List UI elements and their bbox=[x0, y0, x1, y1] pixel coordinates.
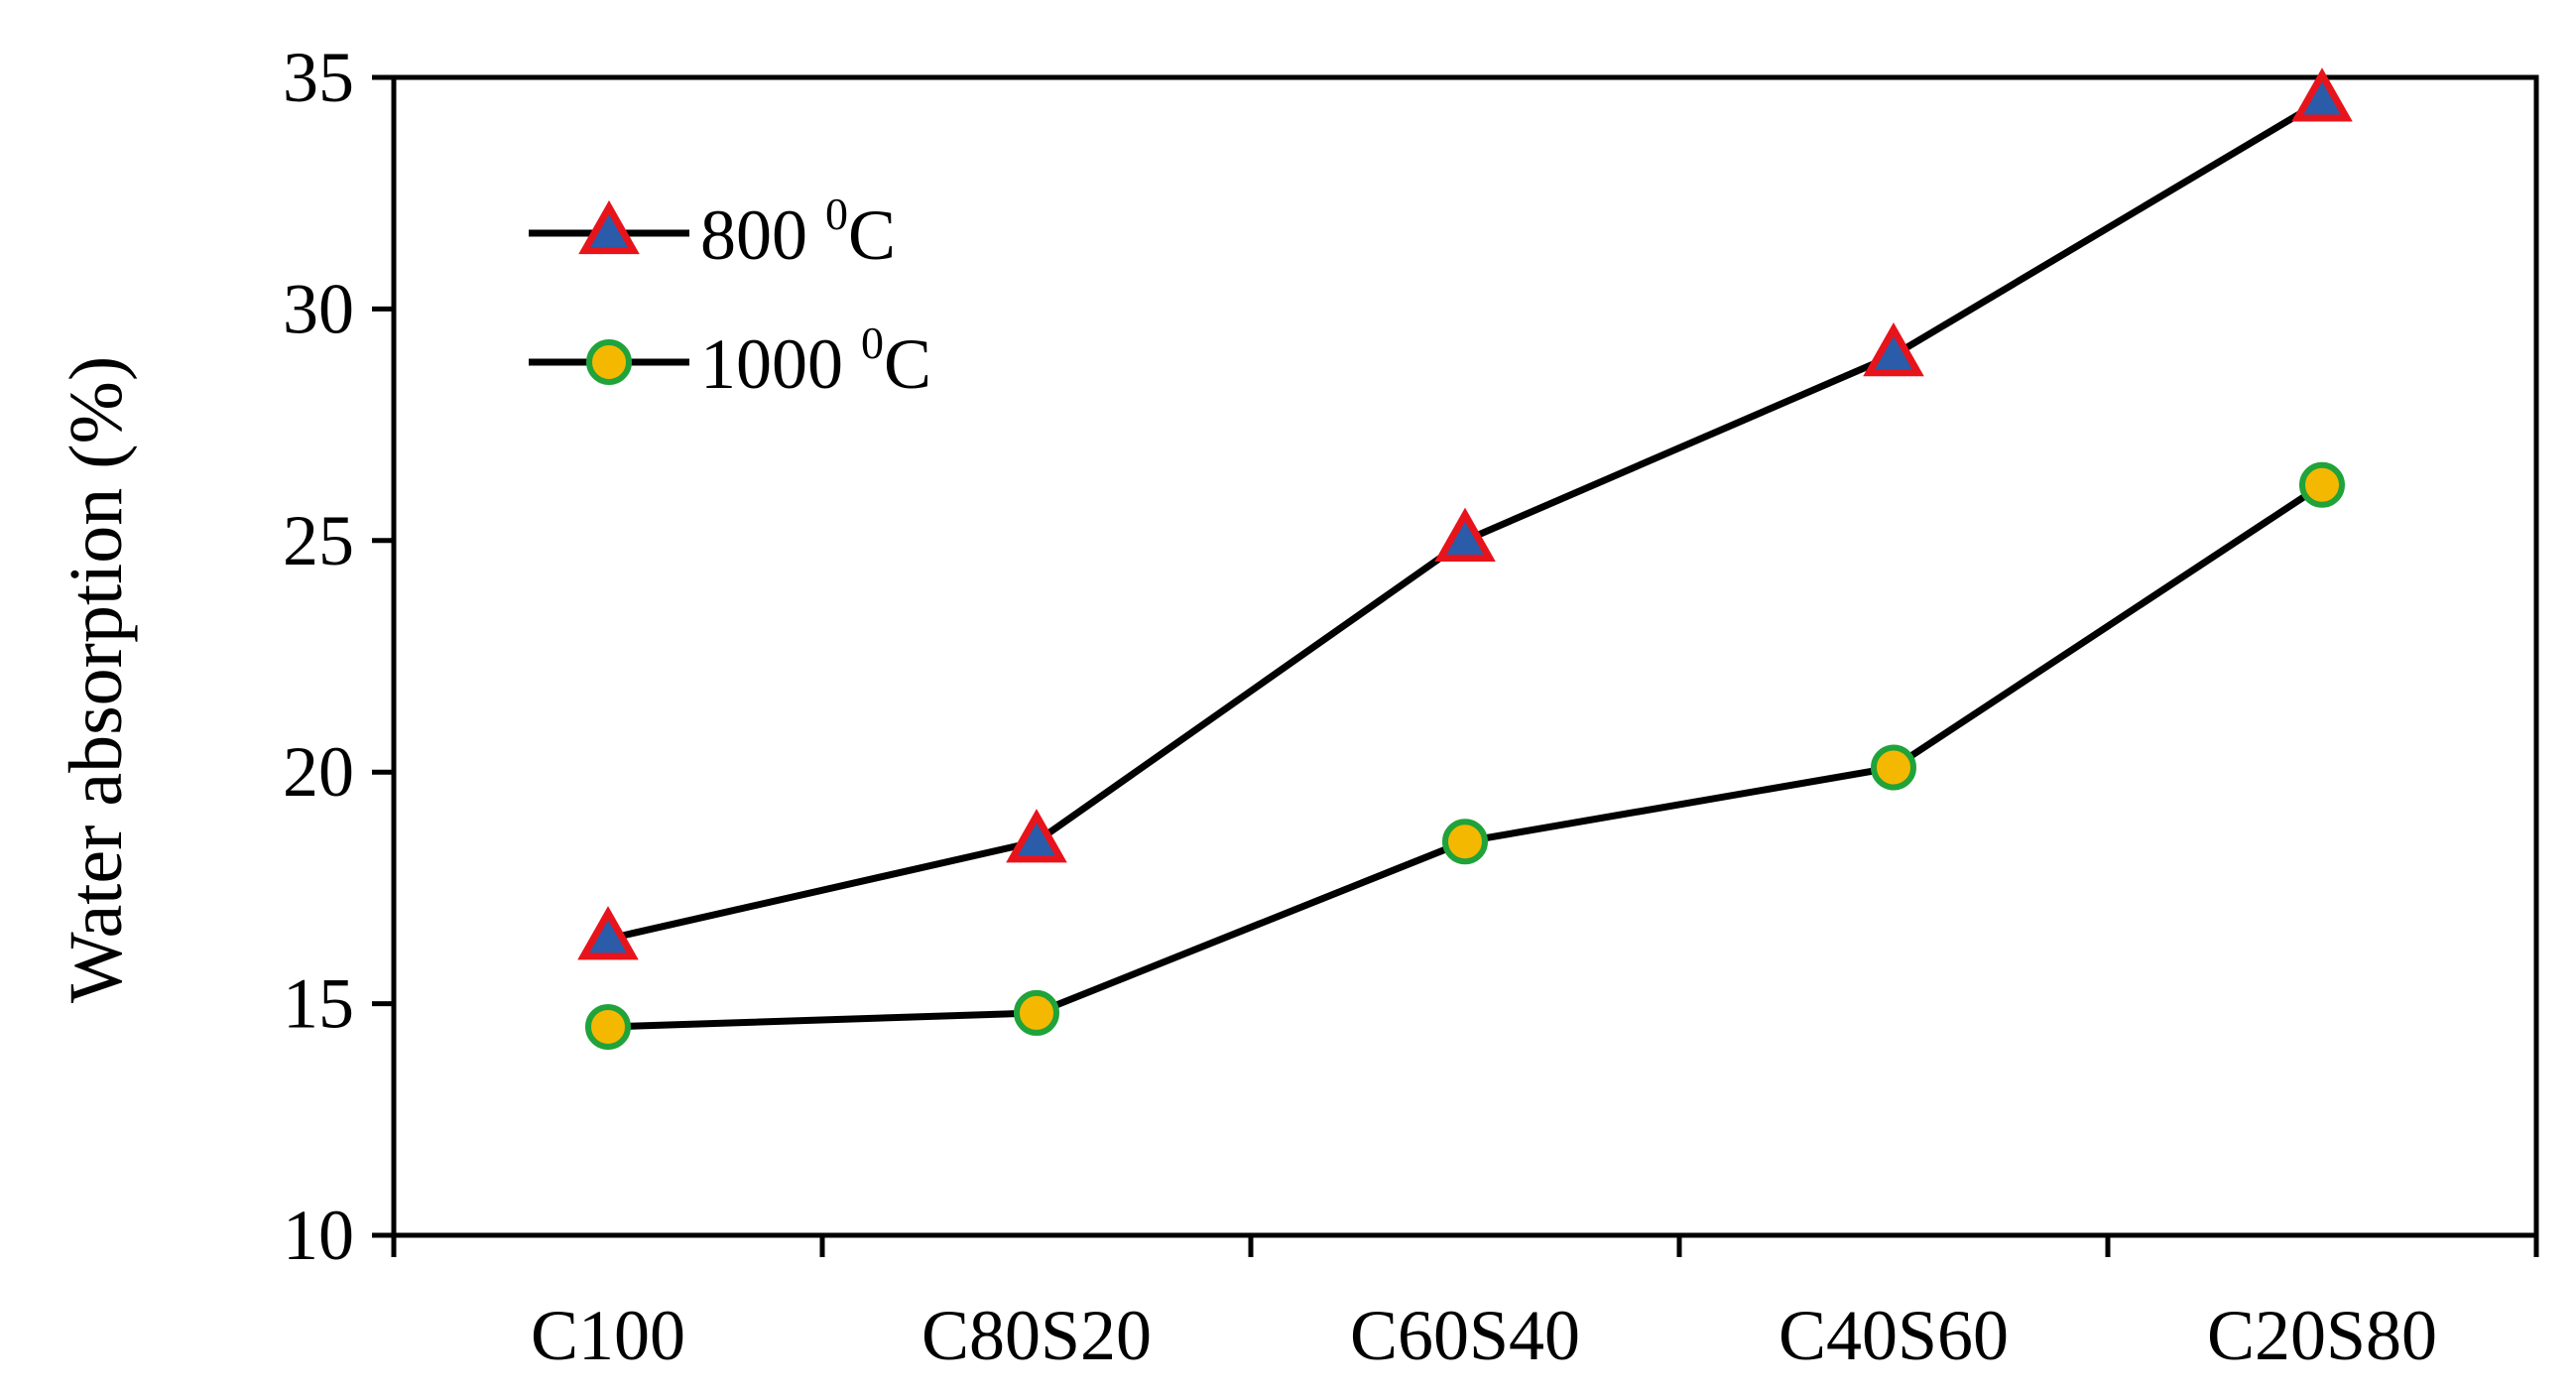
y-tick-label: 10 bbox=[283, 1196, 354, 1275]
y-axis-title: Water absorption (%) bbox=[55, 356, 138, 1003]
x-tick-label: C20S80 bbox=[2207, 1296, 2437, 1375]
y-tick-label: 25 bbox=[283, 501, 354, 580]
x-tick-label: C80S20 bbox=[921, 1296, 1152, 1375]
y-tick-label: 35 bbox=[283, 38, 354, 117]
data-point-circle bbox=[1014, 989, 1059, 1036]
legend-label: 800 0C bbox=[700, 189, 896, 275]
legend-item: 1000 0C bbox=[529, 318, 931, 404]
legend-item: 800 0C bbox=[529, 189, 896, 275]
series-1000c bbox=[585, 461, 2345, 1050]
y-tick-label: 20 bbox=[283, 732, 354, 812]
series-800c bbox=[577, 67, 2353, 960]
plot-frame bbox=[391, 74, 2539, 1238]
x-tick-label: C40S60 bbox=[1779, 1296, 2009, 1375]
data-point-triangle bbox=[2291, 67, 2353, 122]
data-point-triangle bbox=[1863, 321, 1924, 377]
y-axis: 10 15 20 25 30 35 bbox=[283, 38, 394, 1275]
y-tick-label: 30 bbox=[283, 269, 354, 348]
data-point-triangle bbox=[1006, 809, 1067, 863]
y-tick-label: 15 bbox=[283, 964, 354, 1044]
plot-border bbox=[391, 74, 2539, 1238]
x-axis: C100 C80S20 C60S40 C40S60 C20S80 bbox=[391, 1235, 2539, 1375]
x-tick-label: C100 bbox=[531, 1296, 685, 1375]
legend-label: 1000 0C bbox=[700, 318, 931, 404]
data-point-triangle bbox=[577, 906, 639, 960]
legend-marker-triangle bbox=[578, 199, 640, 255]
legend: 800 0C 1000 0C bbox=[529, 189, 931, 404]
data-point-circle bbox=[585, 1003, 631, 1050]
series-line bbox=[607, 481, 2324, 1031]
series-layer bbox=[577, 67, 2353, 1050]
legend-marker-circle bbox=[586, 339, 632, 385]
data-point-triangle bbox=[1434, 507, 1496, 562]
x-tick-label: C60S40 bbox=[1350, 1296, 1580, 1375]
data-point-circle bbox=[1442, 819, 1488, 865]
data-point-circle bbox=[2299, 461, 2345, 508]
data-point-circle bbox=[1871, 744, 1916, 791]
